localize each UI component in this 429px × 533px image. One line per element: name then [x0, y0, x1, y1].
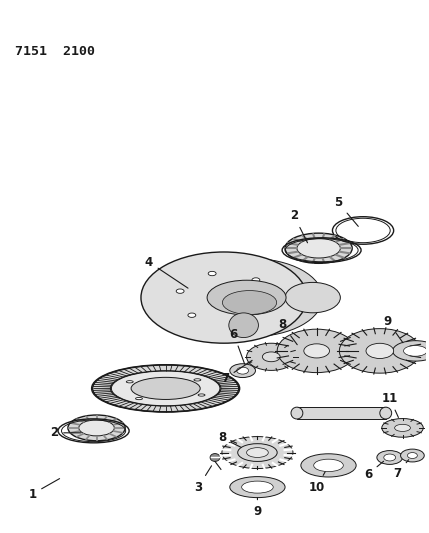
- Ellipse shape: [210, 454, 220, 462]
- Ellipse shape: [380, 407, 392, 419]
- Ellipse shape: [188, 313, 196, 317]
- Ellipse shape: [229, 313, 258, 337]
- Ellipse shape: [404, 345, 427, 356]
- Text: 2: 2: [290, 209, 308, 243]
- Ellipse shape: [242, 481, 273, 493]
- Text: 7151  2100: 7151 2100: [15, 45, 95, 58]
- Ellipse shape: [207, 280, 286, 315]
- Text: 6: 6: [230, 328, 245, 364]
- Ellipse shape: [304, 344, 329, 358]
- Ellipse shape: [291, 407, 303, 419]
- Ellipse shape: [263, 352, 280, 362]
- Ellipse shape: [314, 459, 343, 472]
- Ellipse shape: [208, 271, 216, 276]
- Ellipse shape: [377, 450, 402, 464]
- Ellipse shape: [222, 437, 293, 469]
- Text: 3: 3: [194, 466, 211, 494]
- Ellipse shape: [198, 394, 205, 396]
- Ellipse shape: [194, 379, 201, 381]
- Ellipse shape: [264, 302, 272, 306]
- Ellipse shape: [232, 319, 239, 324]
- Ellipse shape: [252, 278, 260, 282]
- Text: 4: 4: [145, 255, 188, 288]
- Ellipse shape: [277, 329, 356, 373]
- Ellipse shape: [297, 238, 340, 258]
- Text: 8: 8: [278, 318, 297, 345]
- Text: 7: 7: [393, 459, 409, 480]
- Ellipse shape: [384, 454, 396, 461]
- Ellipse shape: [68, 415, 125, 441]
- Ellipse shape: [131, 377, 200, 399]
- Ellipse shape: [401, 449, 424, 462]
- Ellipse shape: [247, 448, 268, 457]
- Ellipse shape: [79, 420, 114, 436]
- Ellipse shape: [285, 282, 340, 313]
- Ellipse shape: [408, 453, 417, 458]
- Ellipse shape: [393, 341, 429, 361]
- Ellipse shape: [93, 365, 239, 412]
- Ellipse shape: [285, 233, 352, 263]
- Ellipse shape: [126, 381, 133, 383]
- Ellipse shape: [237, 367, 248, 374]
- Text: 8: 8: [218, 431, 241, 447]
- Text: 11: 11: [381, 392, 399, 417]
- Ellipse shape: [382, 418, 423, 437]
- Ellipse shape: [247, 343, 296, 370]
- Ellipse shape: [395, 424, 411, 431]
- Text: 9: 9: [253, 498, 262, 518]
- Text: 2: 2: [50, 426, 81, 439]
- Text: 9: 9: [384, 315, 403, 343]
- Ellipse shape: [181, 259, 323, 337]
- Text: 10: 10: [308, 472, 325, 494]
- Ellipse shape: [230, 477, 285, 498]
- Text: 1: 1: [28, 479, 60, 500]
- Text: 5: 5: [334, 196, 358, 227]
- Ellipse shape: [112, 371, 220, 406]
- Ellipse shape: [136, 398, 142, 400]
- Ellipse shape: [339, 329, 420, 373]
- Ellipse shape: [141, 252, 307, 343]
- Ellipse shape: [301, 454, 356, 477]
- Text: 7: 7: [221, 360, 252, 385]
- Ellipse shape: [222, 290, 277, 314]
- Ellipse shape: [230, 364, 255, 377]
- Polygon shape: [303, 287, 313, 308]
- Polygon shape: [297, 407, 386, 419]
- Ellipse shape: [366, 343, 394, 359]
- Ellipse shape: [176, 289, 184, 293]
- Text: 6: 6: [364, 461, 384, 481]
